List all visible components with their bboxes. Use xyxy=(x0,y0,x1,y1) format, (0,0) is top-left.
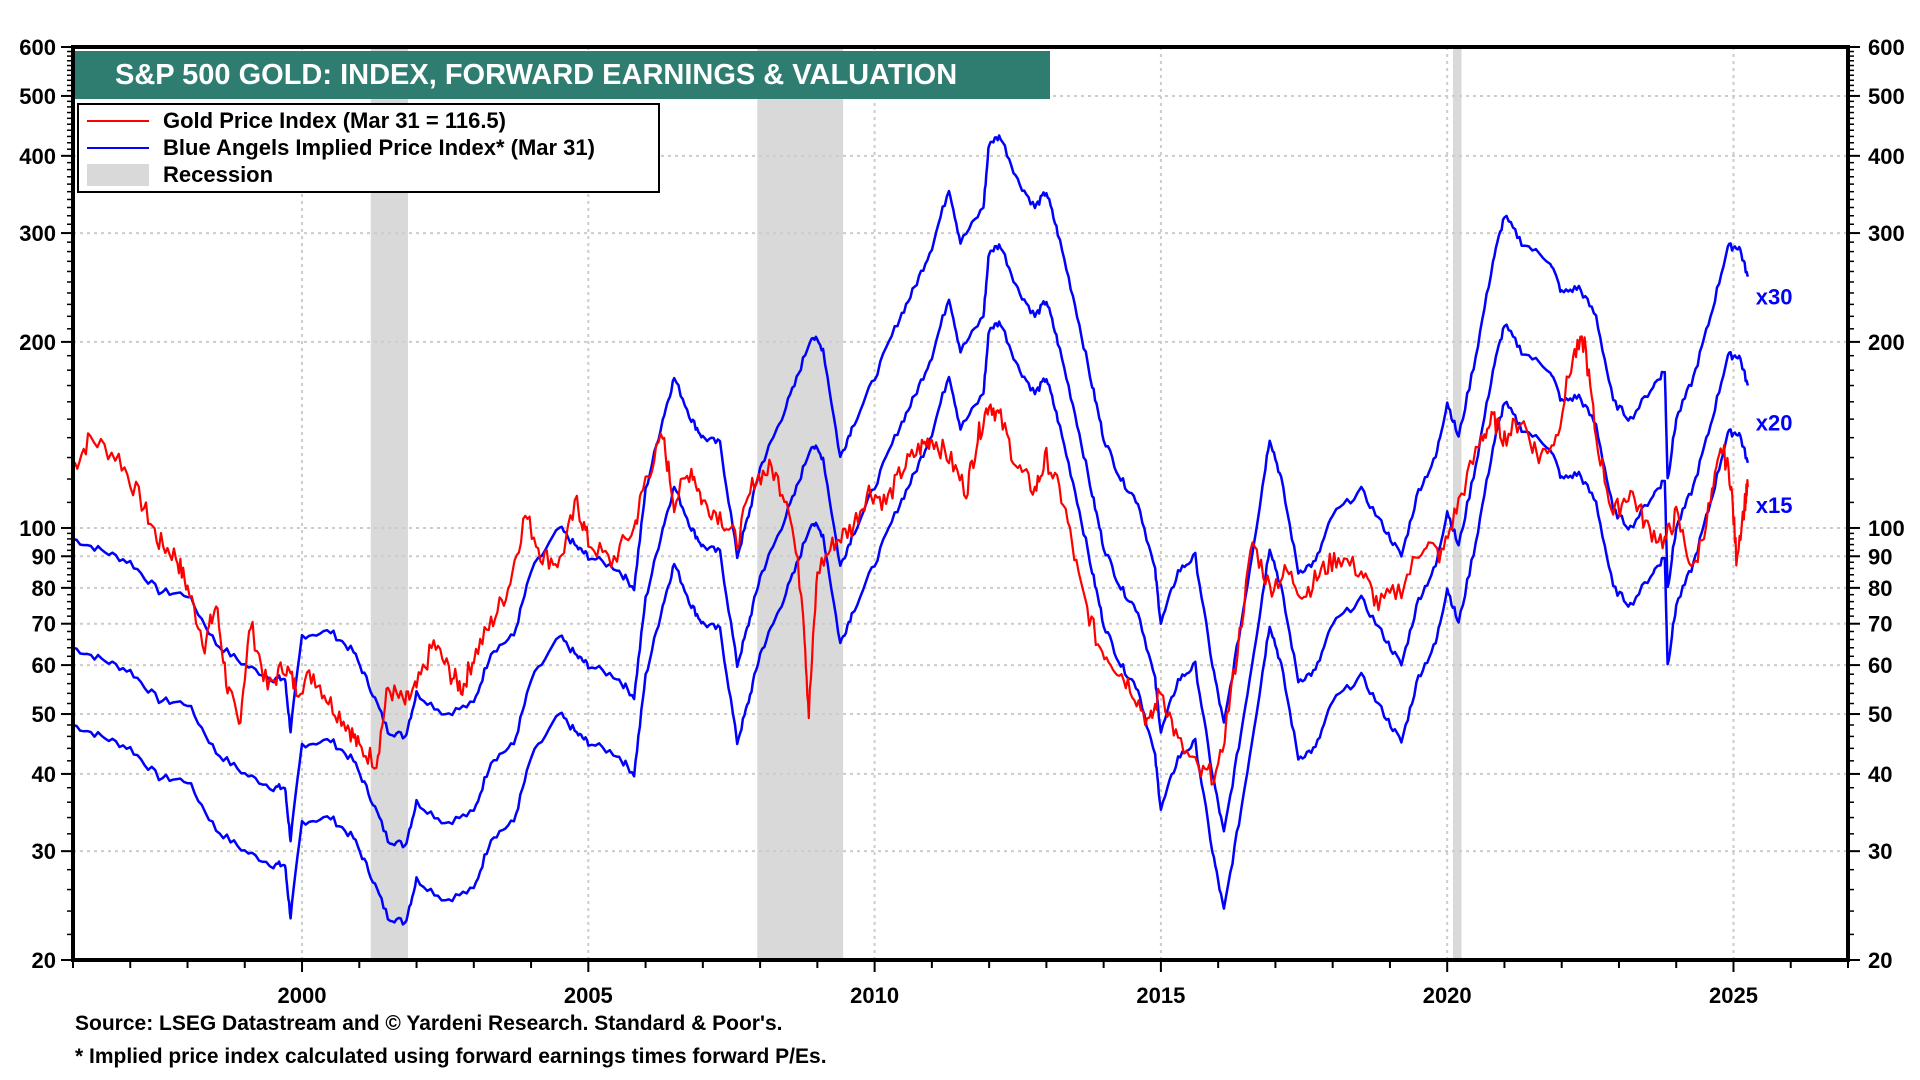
recession-band-1 xyxy=(757,47,844,960)
y-axis-left: 20 30 40 50 60 70 80 90 100 200 300 400 500 600 xyxy=(19,35,73,973)
x-axis: 2000 2005 2010 2015 2020 2025 xyxy=(72,960,1849,1008)
x-tick-label-2000: 2000 xyxy=(278,983,327,1008)
y-tick-label-right: 200 xyxy=(1868,330,1905,355)
y-tick-label-right: 90 xyxy=(1868,544,1892,569)
chart-title: S&P 500 GOLD: INDEX, FORWARD EARNINGS & … xyxy=(75,51,1050,99)
series-group xyxy=(71,134,1750,926)
y-axis-right: 20 30 40 50 60 70 80 90 100 200 300 400 500 600 xyxy=(1848,35,1905,973)
label-x15: x15 xyxy=(1756,493,1793,518)
y-tick-label-right: 80 xyxy=(1868,576,1892,601)
legend-swatch-blue-angels xyxy=(87,146,149,149)
series-line-gold xyxy=(71,335,1749,786)
y-tick-label-left: 20 xyxy=(32,948,56,973)
y-tick-label-left: 30 xyxy=(32,839,56,864)
x-tick-label-2025: 2025 xyxy=(1709,983,1758,1008)
y-tick-label-left: 80 xyxy=(32,576,56,601)
x-tick-label-2010: 2010 xyxy=(850,983,899,1008)
legend-item-recession: Recession xyxy=(79,161,273,188)
legend-label-gold: Gold Price Index (Mar 31 = 116.5) xyxy=(163,107,506,133)
series-line-blue-angels-x30 xyxy=(72,134,1750,740)
y-tick-label-right: 30 xyxy=(1868,839,1892,864)
y-tick-label-right: 60 xyxy=(1868,653,1892,678)
y-tick-label-left: 50 xyxy=(32,702,56,727)
legend-label-blue-angels: Blue Angels Implied Price Index* (Mar 31… xyxy=(163,134,595,160)
y-tick-label-left: 500 xyxy=(19,84,56,109)
legend-item-gold: Gold Price Index (Mar 31 = 116.5) xyxy=(79,107,506,134)
legend: Gold Price Index (Mar 31 = 116.5) Blue A… xyxy=(77,103,660,193)
y-tick-label-left: 60 xyxy=(32,653,56,678)
y-tick-label-right: 20 xyxy=(1868,948,1892,973)
y-tick-label-right: 50 xyxy=(1868,702,1892,727)
y-tick-label-left: 200 xyxy=(19,330,56,355)
legend-item-blue-angels: Blue Angels Implied Price Index* (Mar 31… xyxy=(79,134,595,161)
label-x20: x20 xyxy=(1756,411,1793,436)
source-note: Source: LSEG Datastream and © Yardeni Re… xyxy=(75,1012,783,1035)
series-line-blue-angels-x20 xyxy=(72,243,1750,849)
y-tick-label-left: 40 xyxy=(32,762,56,787)
y-tick-label-left: 90 xyxy=(32,544,56,569)
series-line-blue-angels-x15 xyxy=(72,320,1750,926)
y-tick-label-left: 400 xyxy=(19,144,56,169)
y-tick-label-left: 600 xyxy=(19,35,56,60)
label-x30: x30 xyxy=(1756,285,1793,310)
legend-label-recession: Recession xyxy=(163,161,274,187)
y-tick-label-left: 70 xyxy=(32,612,56,637)
legend-swatch-gold xyxy=(87,119,149,122)
y-tick-label-right: 40 xyxy=(1868,762,1892,787)
footnote: * Implied price index calculated using f… xyxy=(75,1045,827,1068)
y-tick-label-right: 70 xyxy=(1868,612,1892,637)
y-tick-label-right: 400 xyxy=(1868,144,1905,169)
legend-swatch-recession xyxy=(87,163,149,186)
y-tick-label-right: 300 xyxy=(1868,221,1905,246)
y-tick-label-right: 500 xyxy=(1868,84,1905,109)
y-tick-label-right: 600 xyxy=(1868,35,1905,60)
y-tick-label-left: 100 xyxy=(19,516,56,541)
multiple-labels: x30 x20 x15 xyxy=(1756,285,1793,518)
y-tick-label-right: 100 xyxy=(1868,516,1905,541)
x-tick-label-2015: 2015 xyxy=(1136,983,1185,1008)
y-tick-label-left: 300 xyxy=(19,221,56,246)
x-tick-label-2020: 2020 xyxy=(1423,983,1472,1008)
plot-frame xyxy=(71,45,1850,962)
x-tick-label-2005: 2005 xyxy=(564,983,613,1008)
